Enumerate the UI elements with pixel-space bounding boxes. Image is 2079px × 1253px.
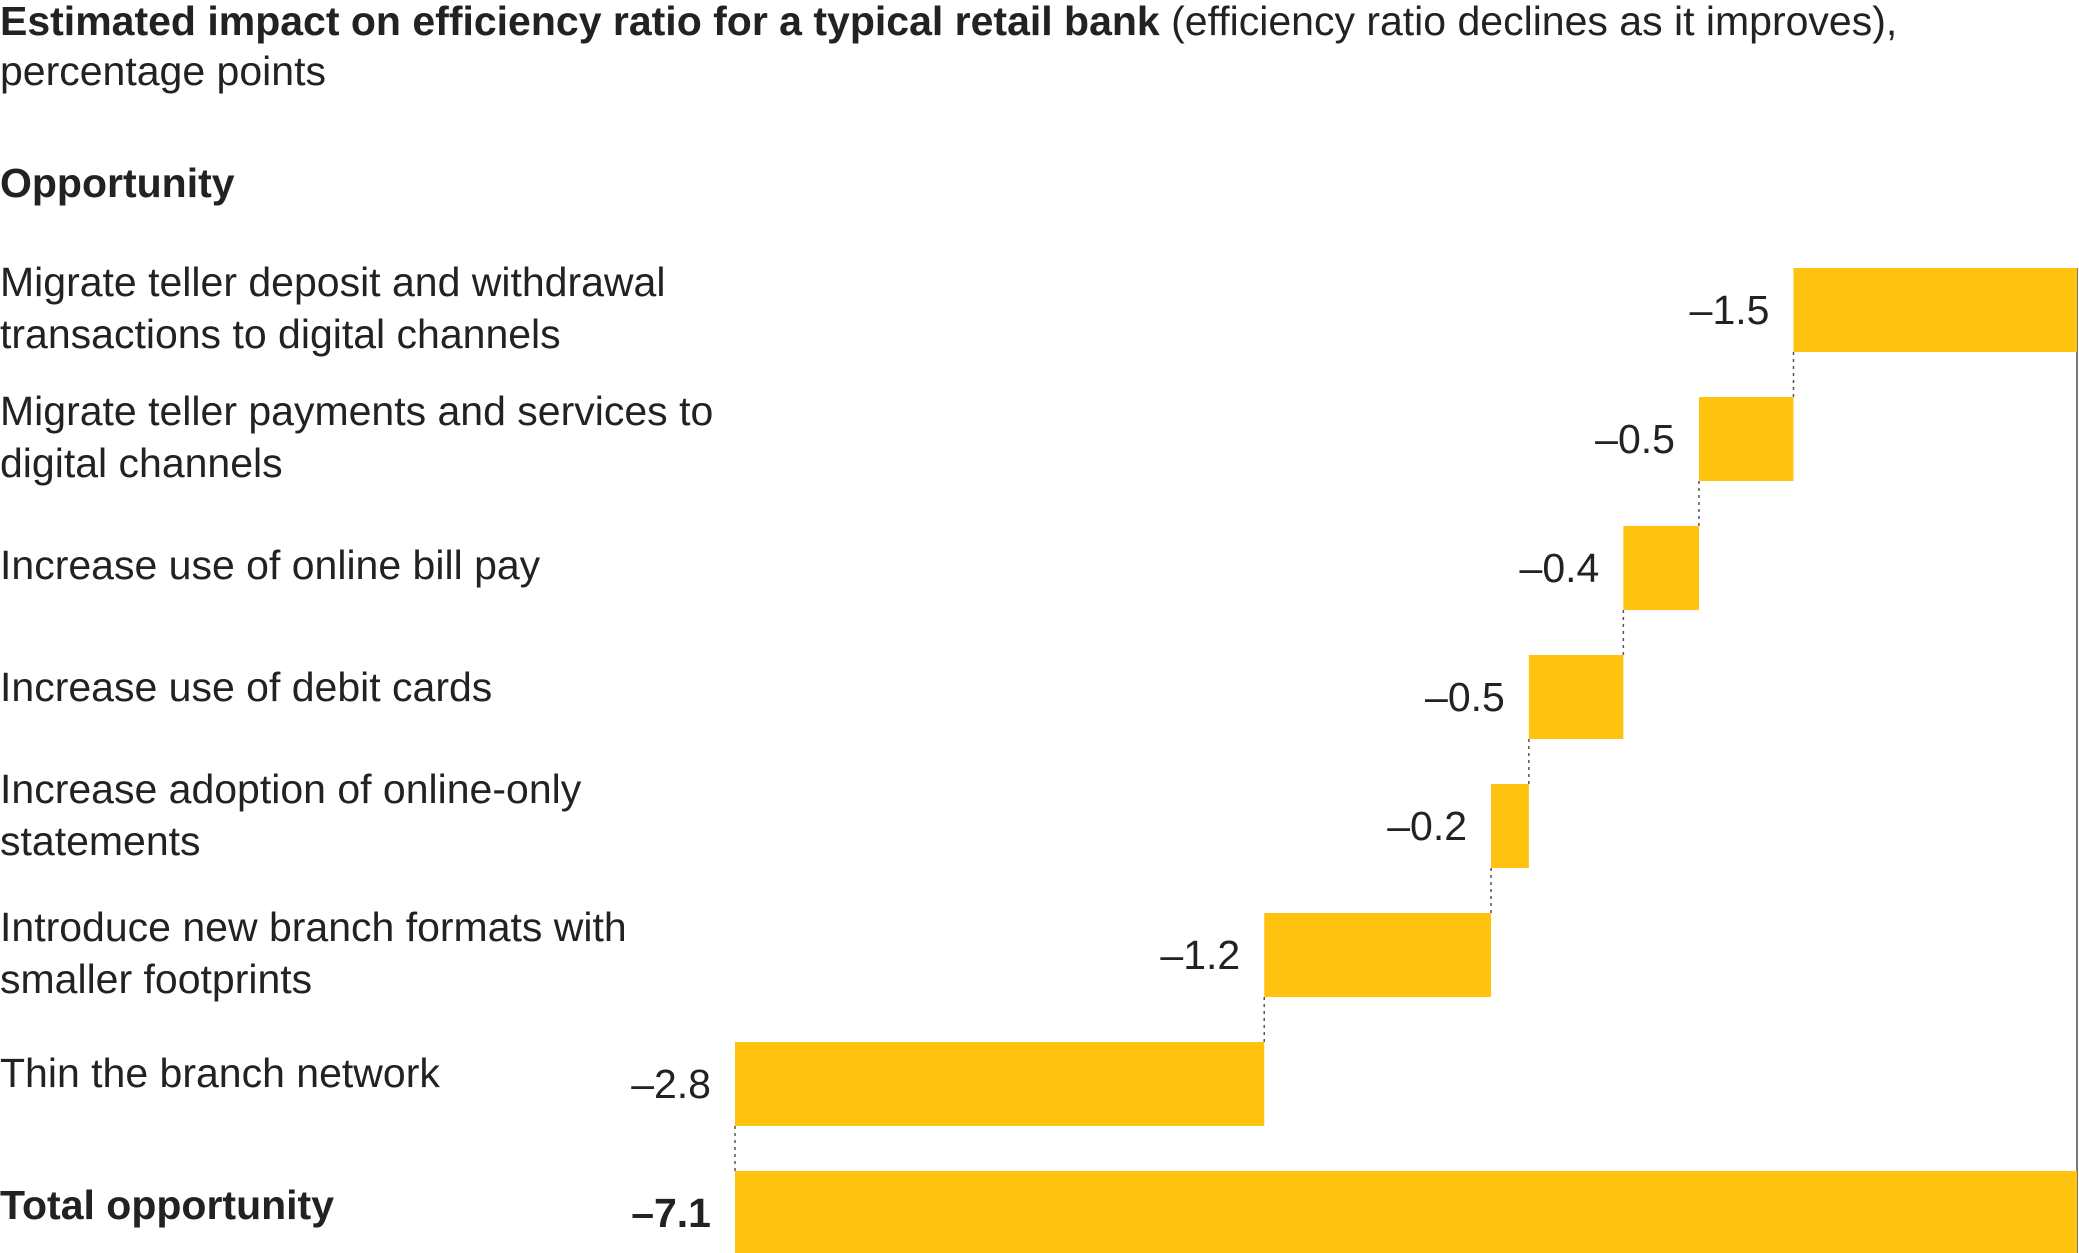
section-header-opportunity: Opportunity	[0, 160, 235, 206]
bar-total	[735, 1171, 2077, 1253]
bar-teller-payments	[1698, 397, 1794, 481]
bar-teller-deposits	[1793, 268, 2077, 352]
row-label-online-only-statements: Increase adoption of online-only stateme…	[0, 766, 582, 864]
row-label-debit-cards: Increase use of debit cards	[0, 664, 493, 710]
chart-title-bold: Estimated impact on efficiency ratio for…	[0, 0, 1160, 44]
value-label-total: –7.1	[631, 1190, 711, 1236]
bar-debit-cards	[1528, 655, 1624, 739]
value-label-online-bill-pay: –0.4	[1520, 545, 1600, 591]
row-label-thin-branch-network: Thin the branch network	[0, 1050, 440, 1096]
row-label-online-bill-pay: Increase use of online bill pay	[0, 542, 541, 588]
bar-branch-formats	[1264, 913, 1492, 997]
row-label-total-opportunity: Total opportunity	[0, 1182, 335, 1228]
value-label-teller-payments: –0.5	[1595, 416, 1675, 462]
chart-title-subtitle: (efficiency ratio declines as it improve…	[0, 0, 1898, 94]
bar-online-bill-pay	[1623, 526, 1699, 610]
value-label-thin-branch-network: –2.8	[631, 1061, 711, 1107]
value-label-teller-deposits: –1.5	[1690, 287, 1770, 333]
chart-title: Estimated impact on efficiency ratio for…	[0, 0, 1900, 96]
value-label-online-statements: –0.2	[1387, 803, 1467, 849]
row-label-migrate-teller-payments: Migrate teller payments and services to …	[0, 388, 714, 486]
bar-thin-branch-network	[735, 1042, 1265, 1126]
bar-online-statements	[1491, 784, 1529, 868]
row-label-new-branch-formats: Introduce new branch formats with smalle…	[0, 904, 627, 1002]
value-label-debit-cards: –0.5	[1425, 674, 1505, 720]
row-label-migrate-teller-deposits: Migrate teller deposit and withdrawal tr…	[0, 259, 666, 357]
value-label-branch-formats: –1.2	[1160, 932, 1240, 978]
